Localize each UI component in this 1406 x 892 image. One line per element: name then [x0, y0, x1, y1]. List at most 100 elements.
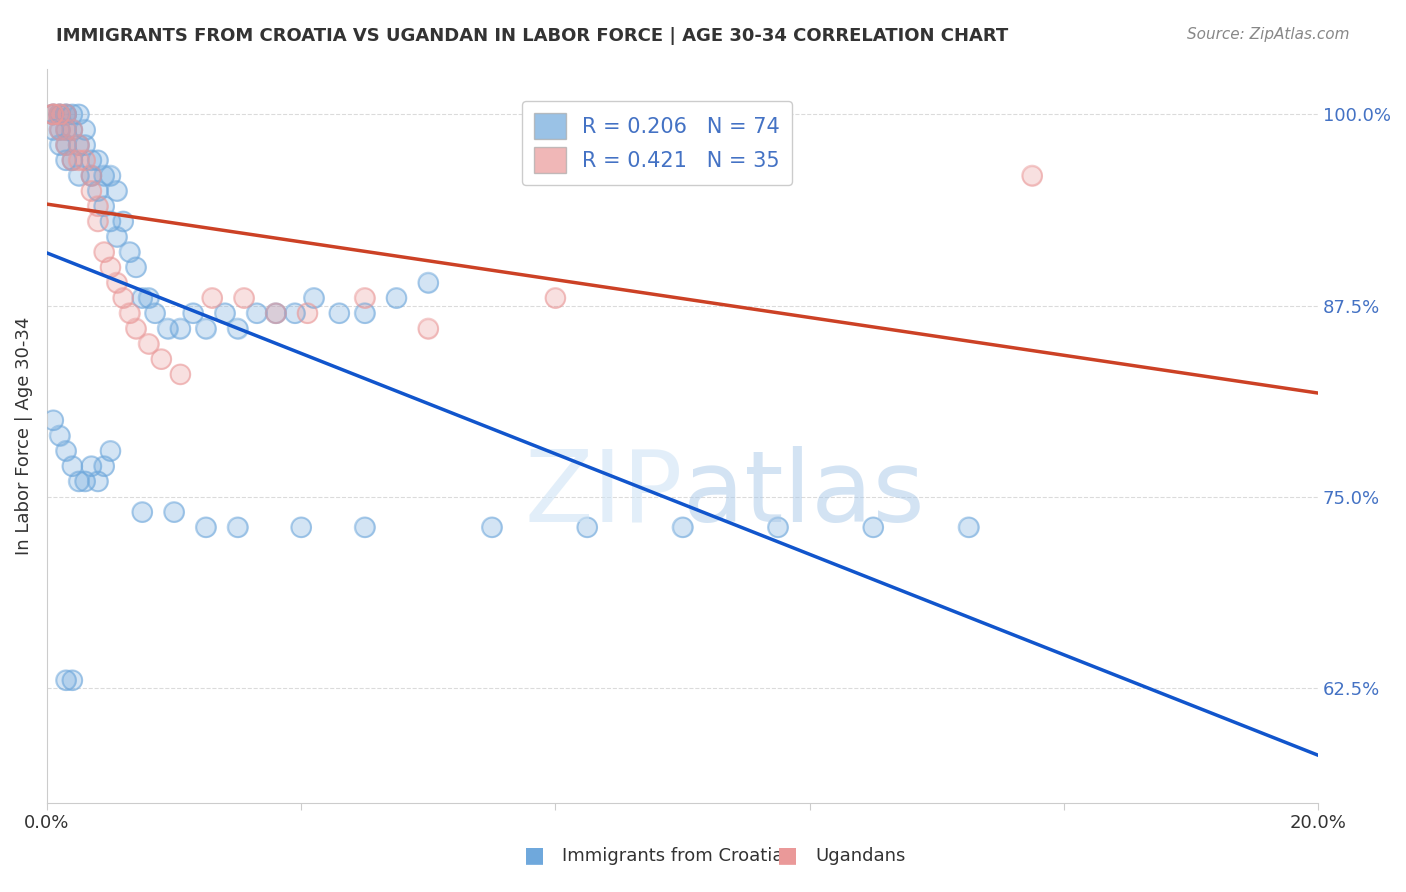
Point [42, 107, 65, 121]
Point [48, 138, 70, 153]
Point [67, 475, 90, 489]
Point [353, 306, 375, 320]
Point [55, 138, 77, 153]
Point [264, 306, 287, 320]
Point [55, 153, 77, 168]
Point [67, 138, 90, 153]
Point [60, 122, 83, 136]
Point [93, 199, 115, 213]
Point [80, 169, 103, 183]
Point [418, 321, 440, 335]
Point [67, 153, 90, 168]
Point [226, 321, 249, 335]
Point [138, 336, 160, 351]
Text: Ugandans: Ugandans [815, 847, 905, 865]
Point [48, 122, 70, 136]
Point [105, 184, 128, 198]
Point [214, 306, 236, 320]
Point [60, 122, 83, 136]
Point [60, 122, 83, 136]
Point [862, 520, 884, 534]
Point [42, 107, 65, 121]
Point [42, 107, 65, 121]
Point [55, 122, 77, 136]
Point [67, 107, 90, 121]
Point [42, 122, 65, 136]
Point [264, 306, 287, 320]
Point [100, 260, 122, 275]
Point [169, 368, 191, 382]
Point [55, 107, 77, 121]
Point [150, 352, 173, 367]
Point [87, 153, 110, 168]
Point [60, 122, 83, 136]
Point [105, 184, 128, 198]
Point [55, 673, 77, 688]
Point [131, 505, 153, 519]
Point [169, 368, 191, 382]
Point [55, 673, 77, 688]
Point [100, 214, 122, 228]
Point [87, 475, 110, 489]
Point [105, 229, 128, 244]
Point [48, 107, 70, 121]
Point [55, 107, 77, 121]
Point [42, 413, 65, 427]
Point [60, 459, 83, 474]
Point [73, 138, 96, 153]
Point [60, 153, 83, 168]
Point [112, 214, 135, 228]
Point [201, 291, 224, 305]
Point [100, 214, 122, 228]
Point [42, 107, 65, 121]
Point [48, 107, 70, 121]
Point [93, 169, 115, 183]
Point [67, 169, 90, 183]
Point [93, 459, 115, 474]
Point [125, 321, 148, 335]
Point [48, 107, 70, 121]
Point [48, 122, 70, 136]
Point [1021, 169, 1043, 183]
Point [418, 276, 440, 290]
Point [80, 169, 103, 183]
Point [284, 306, 307, 320]
Point [87, 199, 110, 213]
Point [100, 169, 122, 183]
Point [353, 291, 375, 305]
Point [302, 291, 325, 305]
Point [226, 321, 249, 335]
Point [131, 505, 153, 519]
Point [80, 184, 103, 198]
Text: ZIP: ZIP [524, 446, 682, 543]
Point [264, 306, 287, 320]
Point [42, 107, 65, 121]
Point [131, 291, 153, 305]
Point [125, 260, 148, 275]
Point [87, 184, 110, 198]
Point [576, 520, 599, 534]
Point [214, 306, 236, 320]
Point [48, 122, 70, 136]
Point [163, 505, 186, 519]
Point [201, 291, 224, 305]
Point [125, 260, 148, 275]
Point [100, 260, 122, 275]
Point [60, 673, 83, 688]
Point [93, 199, 115, 213]
Point [48, 107, 70, 121]
Point [42, 107, 65, 121]
Point [48, 122, 70, 136]
Point [957, 520, 980, 534]
Point [353, 520, 375, 534]
Point [118, 245, 141, 260]
Point [100, 443, 122, 458]
Point [194, 321, 217, 335]
Point [297, 306, 319, 320]
Point [80, 169, 103, 183]
Point [131, 291, 153, 305]
Point [93, 245, 115, 260]
Point [156, 321, 179, 335]
Point [328, 306, 350, 320]
Point [246, 306, 269, 320]
